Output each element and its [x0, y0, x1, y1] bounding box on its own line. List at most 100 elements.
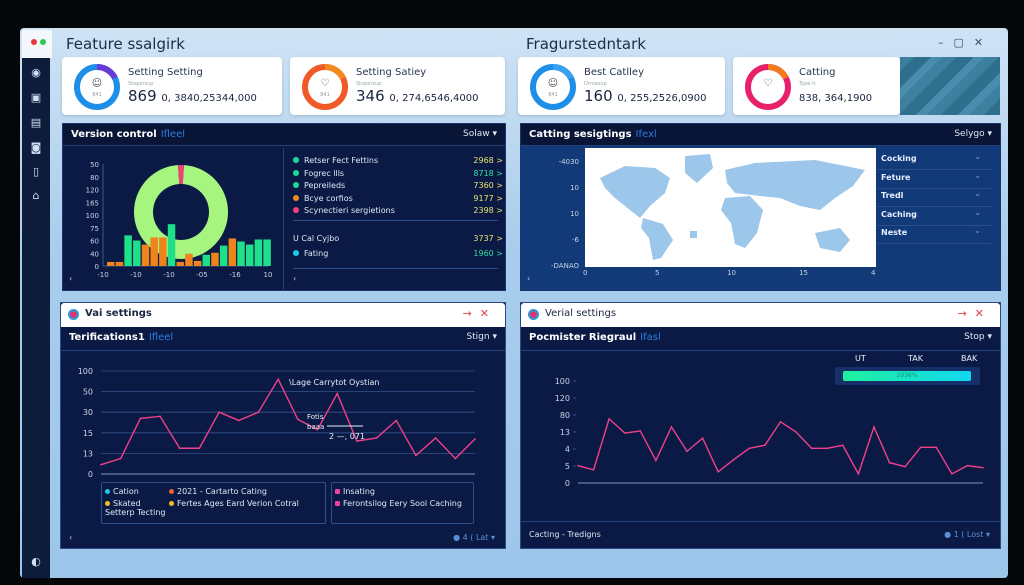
app-icon	[528, 309, 539, 320]
x-tick-label: 15	[799, 269, 808, 277]
close-icon[interactable]: ✕	[479, 307, 497, 320]
svg-text:☺: ☺	[548, 78, 558, 89]
stat-card[interactable]: ☺ 841 Best Catlley Drmesup 160 0, 255,25…	[518, 57, 725, 115]
maximize-icon[interactable]: ▢	[953, 36, 974, 49]
list-item[interactable]: Fating 1960 >	[293, 249, 503, 258]
x-tick-label: -10	[163, 271, 174, 279]
x-tick-label: 10	[264, 271, 273, 279]
side-menu-item[interactable]: Neste	[877, 226, 991, 244]
list-item[interactable]: Pepreileds 7360 >	[293, 181, 503, 190]
side-menu-item[interactable]: Tredl	[877, 189, 991, 207]
trash-icon[interactable]: ⌂	[32, 189, 40, 202]
briefcase-icon[interactable]: ▤	[30, 116, 42, 129]
y-tick-label: 0	[565, 479, 570, 488]
legend-item[interactable]: Cation	[105, 487, 139, 496]
list-item[interactable]: Retser Fect Fettins 2968 >	[293, 156, 503, 165]
data-point	[701, 437, 704, 439]
y-tick-label: 50	[90, 161, 99, 169]
y-tick-label: 100	[555, 377, 570, 386]
bar	[185, 253, 193, 266]
pin-icon[interactable]: →	[957, 307, 975, 320]
map-panel: Catting sesigtings Ifexl Selygo ▾ ‹ Cocki…	[520, 123, 1001, 291]
bar	[219, 245, 228, 266]
north-america	[600, 166, 670, 218]
data-point	[119, 457, 122, 460]
legend-item[interactable]: Ferontsilog Eery Sool Caching	[335, 499, 462, 508]
close-icon[interactable]: ✕	[973, 36, 994, 49]
chart-title: Terifications1	[69, 332, 145, 343]
card-title: Setting Satiey	[356, 67, 427, 78]
document-icon[interactable]: ▯	[32, 165, 40, 178]
data-point	[686, 450, 688, 453]
decorative-image-tile	[900, 57, 1000, 115]
maximize-dot[interactable]	[40, 39, 46, 45]
side-menu-item[interactable]: Caching	[877, 208, 991, 226]
pagination[interactable]: ● 4 ( Lat ▾	[453, 533, 495, 542]
bar	[159, 237, 167, 266]
list-item[interactable]: Fogrec llls 8718 >	[293, 169, 503, 178]
list-item[interactable]: Bcye corfios 9177 >	[293, 194, 503, 203]
close-icon[interactable]: ✕	[974, 307, 992, 320]
prev-arrow[interactable]: ‹	[293, 274, 297, 283]
side-menu-item[interactable]: Cocking	[877, 152, 991, 170]
y-tick-label: 30	[83, 408, 93, 417]
card-title: Best Catlley	[584, 67, 644, 78]
window-title: Verial settings	[545, 308, 617, 319]
bar	[176, 261, 184, 266]
stat-card[interactable]: ☺ 841 Setting Setting Stepersup 869 0, 3…	[62, 57, 282, 115]
dashboard-icon[interactable]: ◉	[31, 66, 41, 79]
x-tick-label: 4	[871, 269, 876, 277]
legend-item[interactable]: Skated Setterp Tecting	[105, 499, 166, 517]
prev-arrow[interactable]: ‹	[527, 274, 531, 283]
chart-dropdown[interactable]: Stign ▾	[466, 332, 497, 342]
minimize-icon[interactable]: –	[938, 36, 954, 49]
data-point	[237, 419, 240, 422]
progress-panel: 2036%	[835, 367, 980, 385]
data-point	[982, 466, 984, 469]
svg-text:841: 841	[92, 92, 102, 98]
inbox-icon[interactable]: ▣	[30, 91, 42, 104]
y-tick-label: 4	[565, 445, 570, 454]
column-header: TAK	[908, 354, 923, 363]
eurasia	[725, 160, 865, 210]
app-icon	[68, 309, 79, 320]
side-menu-item[interactable]: Feture	[877, 171, 991, 189]
x-tick-label: -05	[196, 271, 207, 279]
list-item[interactable]: U Cal Cyjbo 3737 >	[293, 234, 503, 243]
svg-text:841: 841	[548, 92, 558, 98]
y-tick-label: 60	[90, 238, 99, 246]
window-title: Vai settings	[85, 308, 152, 319]
data-point	[159, 415, 161, 418]
y-tick-label: -4030	[558, 158, 579, 166]
data-point	[779, 421, 782, 423]
stat-card[interactable]: ♡ 841 Setting Satiey Stopersup 346 0, 27…	[290, 57, 505, 115]
africa	[721, 196, 763, 248]
pagination[interactable]: ● 1 ( Lost ▾	[944, 530, 990, 539]
prev-arrow[interactable]: ‹	[69, 274, 73, 283]
chart-dropdown[interactable]: Stop ▾	[964, 332, 992, 342]
panel-dropdown[interactable]: Selygo ▾	[954, 129, 992, 139]
y-tick-label: 80	[560, 411, 570, 420]
y-tick-label: 100	[78, 367, 93, 376]
data-point	[592, 468, 595, 471]
logout-icon[interactable]: ◐	[31, 555, 41, 568]
panel-dropdown[interactable]: Solaw ▾	[463, 129, 497, 139]
legend-item[interactable]: 2021 - Cartarto Cating	[169, 487, 267, 496]
stat-card[interactable]: ♡ Catting Type it 838, 364,1900	[733, 57, 900, 115]
bar	[124, 235, 132, 266]
column-header: UT	[855, 354, 866, 363]
y-tick-label: 80	[90, 174, 99, 182]
list-item[interactable]: Scynectieri sergietions 2398 >	[293, 206, 503, 215]
legend-item[interactable]: Insating	[335, 487, 375, 496]
chat-icon[interactable]: ◙	[30, 141, 42, 154]
y-tick-label: 10	[570, 184, 579, 192]
y-tick-label: 13	[560, 428, 570, 437]
prev-arrow[interactable]: ‹	[69, 533, 73, 542]
chart-tag: Ifasl	[640, 332, 661, 343]
window-titlebar: Verial settings →✕	[521, 303, 1000, 327]
world-map[interactable]	[585, 148, 876, 267]
close-dot[interactable]	[31, 39, 37, 45]
pin-icon[interactable]: →	[462, 307, 480, 320]
x-tick-label: -10	[130, 271, 141, 279]
legend-item[interactable]: Fertes Ages Eard Verion Cotral	[169, 499, 299, 508]
